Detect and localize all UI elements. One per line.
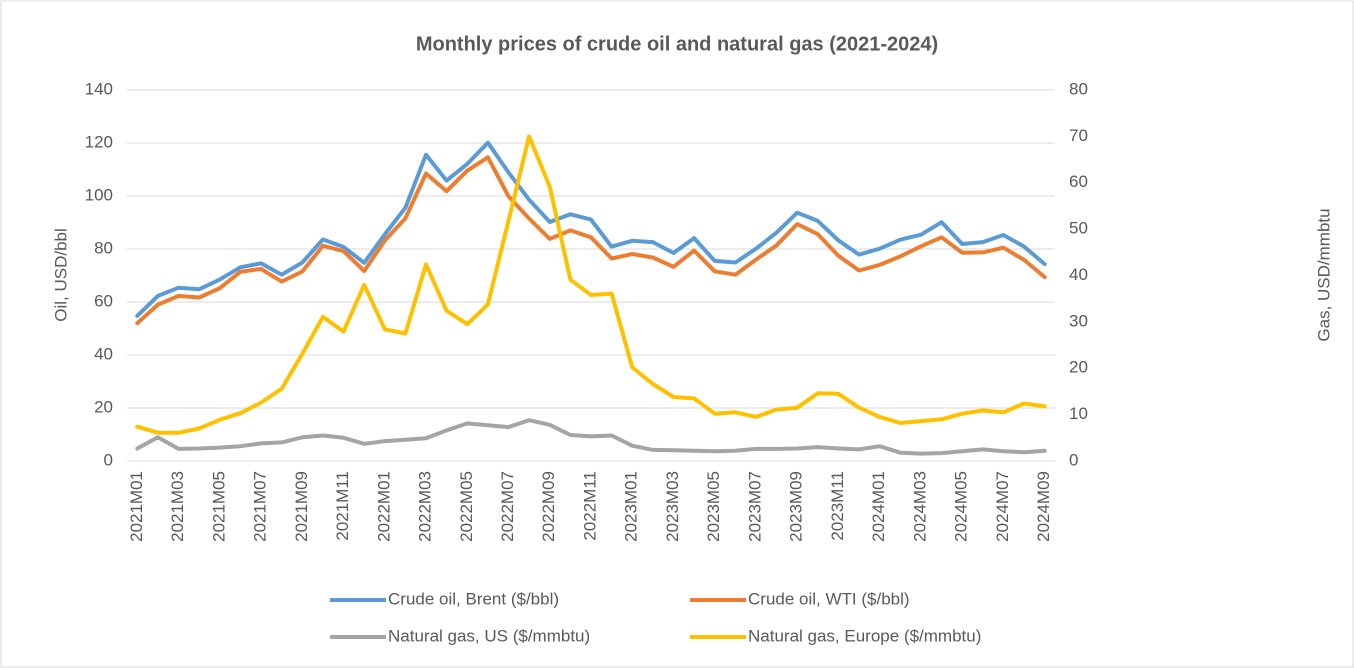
y2-tick-label: 70 — [1069, 126, 1088, 145]
x-tick-label: 2024M09 — [1034, 471, 1053, 542]
x-tick-label: 2021M11 — [333, 471, 352, 541]
x-tick-label: 2023M03 — [663, 471, 682, 542]
chart-title: Monthly prices of crude oil and natural … — [416, 33, 938, 55]
y2-tick-label: 30 — [1069, 311, 1088, 330]
y-tick-label: 0 — [104, 450, 113, 469]
x-tick-label: 2023M05 — [704, 471, 723, 542]
x-tick-label: 2022M07 — [498, 471, 517, 542]
y-tick-label: 140 — [85, 79, 113, 98]
series-line — [135, 140, 1047, 318]
y2-tick-label: 10 — [1069, 404, 1088, 423]
x-tick-label: 2023M11 — [828, 471, 847, 541]
x-tick-label: 2021M05 — [209, 471, 228, 542]
x-tick-label: 2021M03 — [168, 471, 187, 542]
x-tick-label: 2023M07 — [745, 471, 764, 542]
x-tick-label: 2022M09 — [539, 471, 558, 542]
x-tick-label: 2024M01 — [869, 471, 888, 542]
y-tick-label: 60 — [94, 291, 113, 310]
y-tick-label: 40 — [94, 344, 113, 363]
y2-axis-label: Gas, USD/mmbtu — [1314, 208, 1333, 341]
series-line — [135, 155, 1047, 326]
legend-label: Natural gas, Europe ($/mmbtu) — [748, 626, 981, 645]
x-tick-label: 2021M07 — [251, 471, 270, 542]
x-tick-label: 2022M05 — [457, 471, 476, 542]
x-tick-label: 2024M03 — [910, 471, 929, 542]
y2-tick-label: 80 — [1069, 79, 1088, 98]
legend-label: Crude oil, WTI ($/bbl) — [748, 589, 910, 608]
y2-tick-label: 40 — [1069, 265, 1088, 284]
x-tick-label: 2022M03 — [416, 471, 435, 542]
x-tick-label: 2024M07 — [993, 471, 1012, 542]
x-tick-label: 2022M01 — [374, 471, 393, 542]
y-tick-label: 100 — [85, 185, 113, 204]
x-tick-label: 2021M09 — [292, 471, 311, 542]
x-tick-label: 2023M01 — [622, 471, 641, 542]
x-tick-label: 2023M09 — [787, 471, 806, 542]
x-tick-label: 2024M05 — [952, 471, 971, 542]
x-tick-label: 2021M01 — [127, 471, 146, 542]
legend-label: Crude oil, Brent ($/bbl) — [388, 589, 559, 608]
y2-tick-label: 20 — [1069, 358, 1088, 377]
series-line — [135, 134, 1047, 435]
y-tick-label: 20 — [94, 397, 113, 416]
legend-label: Natural gas, US ($/mmbtu) — [388, 626, 590, 645]
y2-tick-label: 50 — [1069, 219, 1088, 238]
y2-tick-label: 0 — [1069, 450, 1078, 469]
y-tick-label: 120 — [85, 132, 113, 151]
series-line — [135, 418, 1047, 456]
y2-tick-label: 60 — [1069, 172, 1088, 191]
x-tick-label: 2022M11 — [580, 471, 599, 541]
y-tick-label: 80 — [94, 238, 113, 257]
y-axis-label: Oil, USD/bbl — [51, 228, 70, 322]
